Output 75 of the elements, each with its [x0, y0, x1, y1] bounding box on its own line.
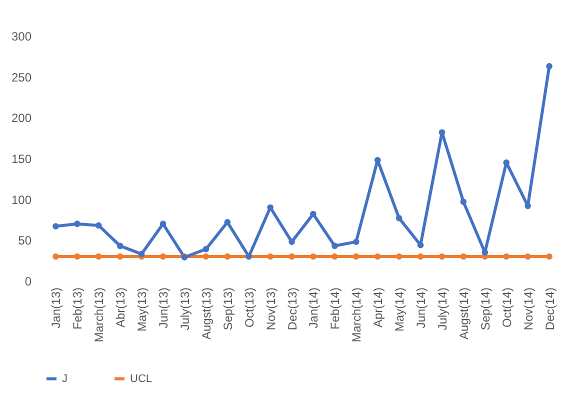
x-tick-label: March(13) [92, 288, 106, 342]
point [116, 253, 124, 260]
point [352, 253, 360, 260]
point [460, 253, 467, 260]
x-tick-label: Dec(13) [285, 288, 300, 330]
point [95, 253, 102, 260]
y-tick-label: 50 [18, 234, 32, 248]
point [267, 204, 274, 211]
point [374, 156, 381, 164]
x-tick-label: March(14) [350, 288, 364, 342]
point [332, 242, 338, 250]
point [482, 249, 488, 256]
point [546, 63, 552, 70]
point [460, 198, 467, 205]
x-tick-label: Jun(14) [414, 287, 428, 328]
point [202, 246, 210, 252]
point [546, 253, 552, 260]
x-tick-label: July(14) [435, 288, 450, 330]
x-tick-label: July(13) [178, 288, 192, 330]
x-tick-label: Dec(14) [542, 288, 557, 330]
point [417, 253, 424, 260]
point [524, 253, 531, 260]
point [310, 210, 316, 218]
point [224, 253, 231, 260]
x-tick-label: Oct(13) [242, 288, 256, 328]
x-tick-label: Sep(13) [220, 288, 235, 330]
x-tick-label: Augst(14) [456, 288, 471, 340]
point [374, 253, 381, 260]
point [438, 129, 446, 136]
point [267, 253, 274, 260]
point [524, 202, 531, 210]
point [288, 253, 295, 260]
point [332, 253, 338, 260]
point [396, 214, 402, 222]
point [52, 253, 59, 260]
point [503, 159, 510, 166]
x-tick-label: Augst(13) [199, 288, 214, 340]
point [503, 253, 510, 260]
point [95, 222, 102, 229]
point [288, 238, 295, 245]
y-tick-label: 250 [11, 70, 32, 84]
y-tick-label: 300 [11, 30, 32, 44]
point [52, 223, 59, 230]
x-tick-label: Abr(13) [114, 288, 128, 328]
point [160, 253, 166, 260]
point [74, 253, 80, 260]
x-tick-label: Feb(13) [70, 288, 85, 330]
point [74, 220, 80, 227]
point [160, 220, 166, 227]
x-tick-label: Nov(13) [264, 288, 278, 330]
x-tick-label: Jun(13) [156, 287, 171, 328]
point [396, 253, 402, 260]
point [116, 242, 124, 250]
point [202, 253, 210, 260]
point [352, 238, 360, 245]
point [438, 253, 446, 260]
x-tick-label: Jan(14) [306, 287, 321, 328]
x-tick-label: May(13) [135, 288, 150, 332]
point [417, 242, 424, 248]
x-tick-label: Oct(14) [500, 288, 514, 328]
x-tick-label: May(14) [392, 288, 407, 332]
legend-label: J [62, 372, 68, 385]
point [224, 219, 231, 226]
legend-label: UCL [130, 372, 152, 385]
y-tick-label: 0 [24, 274, 32, 288]
x-tick-label: Feb(14) [328, 288, 342, 330]
y-tick-label: 150 [11, 152, 32, 166]
point [310, 253, 316, 260]
x-tick-label: Nov(14) [521, 288, 536, 330]
y-tick-label: 200 [11, 111, 32, 126]
x-tick-label: Jan(13) [49, 287, 64, 328]
x-tick-label: Sep(14) [478, 288, 492, 330]
y-tick-label: 100 [11, 192, 32, 207]
x-tick-label: Apr(14) [371, 288, 386, 328]
point [138, 250, 145, 258]
